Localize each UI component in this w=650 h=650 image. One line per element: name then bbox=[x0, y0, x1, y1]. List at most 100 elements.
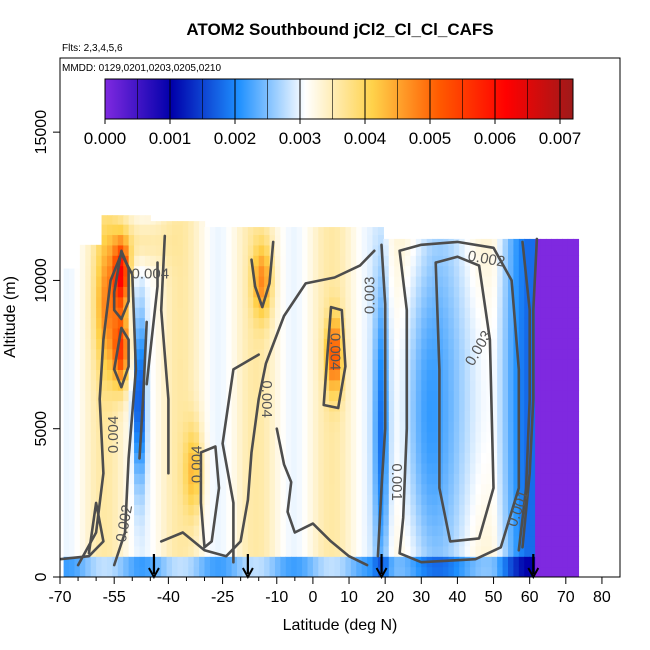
heatmap-cell bbox=[166, 317, 173, 329]
heatmap-cell bbox=[497, 348, 504, 360]
heatmap-cell bbox=[508, 431, 515, 443]
heatmap-cell bbox=[356, 410, 363, 422]
heatmap-cell bbox=[329, 431, 336, 443]
heatmap-cell bbox=[540, 317, 547, 329]
heatmap-cell bbox=[372, 421, 379, 433]
heatmap-cell bbox=[329, 359, 336, 370]
heatmap-cell bbox=[567, 359, 574, 370]
heatmap-cell bbox=[204, 348, 211, 360]
heatmap-cell bbox=[567, 400, 574, 412]
heatmap-cell bbox=[74, 296, 81, 308]
heatmap-cell bbox=[199, 359, 206, 370]
heatmap-cell bbox=[226, 338, 233, 350]
heatmap-cell bbox=[383, 442, 390, 454]
heatmap-cell bbox=[204, 483, 211, 495]
heatmap-cell bbox=[90, 369, 97, 381]
heatmap-cell bbox=[302, 442, 309, 454]
heatmap-cell bbox=[502, 410, 509, 422]
y-tick-label: 5000 bbox=[33, 411, 50, 447]
heatmap-cell bbox=[377, 410, 384, 422]
heatmap-cell bbox=[280, 390, 287, 402]
heatmap-cell bbox=[470, 255, 477, 267]
heatmap-cell bbox=[182, 504, 189, 516]
heatmap-cell bbox=[545, 348, 552, 360]
heatmap-cell bbox=[453, 286, 460, 298]
heatmap-cell bbox=[486, 556, 493, 568]
heatmap-cell bbox=[264, 369, 271, 381]
heatmap-cell bbox=[486, 379, 493, 391]
heatmap-cell bbox=[323, 379, 330, 391]
heatmap-cell bbox=[323, 556, 330, 568]
heatmap-cell bbox=[334, 442, 341, 454]
heatmap-cell bbox=[112, 317, 119, 329]
heatmap-cell bbox=[497, 369, 504, 381]
heatmap-cell bbox=[567, 327, 574, 339]
heatmap-cell bbox=[74, 452, 81, 464]
heatmap-cell bbox=[182, 265, 189, 277]
heatmap-cell bbox=[123, 338, 130, 350]
heatmap-cell bbox=[426, 390, 433, 402]
heatmap-cell bbox=[491, 421, 498, 433]
heatmap-cell bbox=[367, 359, 374, 370]
heatmap-cell bbox=[415, 421, 422, 433]
heatmap-cell bbox=[556, 327, 563, 339]
heatmap-cell bbox=[74, 525, 81, 537]
heatmap-cell bbox=[318, 431, 325, 443]
heatmap-cell bbox=[524, 244, 531, 256]
heatmap-cell bbox=[242, 525, 249, 537]
heatmap-cell bbox=[497, 275, 504, 287]
heatmap-cell bbox=[372, 338, 379, 350]
heatmap-cell bbox=[144, 431, 151, 443]
heatmap-cell bbox=[475, 556, 482, 568]
heatmap-cell bbox=[475, 275, 482, 287]
heatmap-cell bbox=[508, 296, 515, 308]
heatmap-cell bbox=[155, 452, 162, 464]
heatmap-cell bbox=[117, 410, 124, 422]
heatmap-cell bbox=[340, 421, 347, 433]
heatmap-cell bbox=[96, 265, 103, 277]
heatmap-cell bbox=[253, 431, 260, 443]
heatmap-cell bbox=[226, 504, 233, 516]
heatmap-cell bbox=[345, 525, 352, 537]
heatmap-cell bbox=[150, 369, 157, 381]
heatmap-cell bbox=[215, 244, 222, 256]
heatmap-cell bbox=[264, 535, 271, 547]
heatmap-cell bbox=[188, 255, 195, 267]
heatmap-cell bbox=[318, 369, 325, 381]
heatmap-cell bbox=[302, 525, 309, 537]
heatmap-cell bbox=[296, 369, 303, 381]
heatmap-cell bbox=[291, 390, 298, 402]
heatmap-cell bbox=[285, 535, 292, 547]
heatmap-cell bbox=[356, 400, 363, 412]
heatmap-cell bbox=[399, 307, 406, 319]
heatmap-cell bbox=[464, 462, 471, 474]
heatmap-cell bbox=[497, 286, 504, 298]
heatmap-cell bbox=[226, 296, 233, 308]
heatmap-cell bbox=[106, 348, 113, 360]
heatmap-cell bbox=[79, 338, 86, 350]
heatmap-cell bbox=[540, 525, 547, 537]
heatmap-cell bbox=[535, 338, 542, 350]
heatmap-cell bbox=[117, 452, 124, 464]
heatmap-cell bbox=[74, 462, 81, 474]
heatmap-cell bbox=[502, 431, 509, 443]
heatmap-cell bbox=[106, 493, 113, 505]
heatmap-cell bbox=[388, 452, 395, 464]
heatmap-cell bbox=[215, 400, 222, 412]
heatmap-cell bbox=[161, 221, 168, 225]
heatmap-cell bbox=[508, 255, 515, 267]
heatmap-cell bbox=[442, 442, 449, 454]
heatmap-cell bbox=[491, 535, 498, 547]
heatmap-cell bbox=[562, 327, 569, 339]
heatmap-cell bbox=[296, 545, 303, 557]
heatmap-cell bbox=[421, 514, 428, 526]
heatmap-cell bbox=[209, 390, 216, 402]
heatmap-cell bbox=[518, 410, 525, 422]
heatmap-cell bbox=[340, 296, 347, 308]
heatmap-cell bbox=[475, 504, 482, 516]
heatmap-cell bbox=[377, 421, 384, 433]
heatmap-cell bbox=[459, 452, 466, 464]
heatmap-cell bbox=[524, 514, 531, 526]
heatmap-cell bbox=[529, 545, 536, 557]
heatmap-cell bbox=[340, 244, 347, 256]
